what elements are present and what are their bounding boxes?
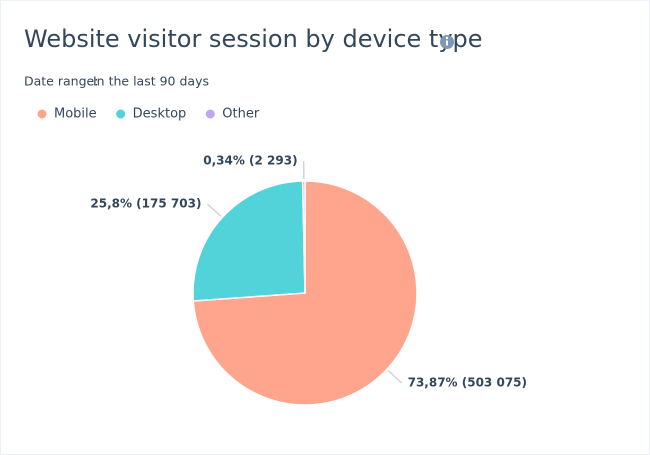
data-label: 0,34% (2 293)	[203, 154, 297, 168]
date-range: In the last 90 days	[93, 74, 209, 89]
pie-slice	[192, 180, 306, 302]
legend-label: Mobile	[54, 107, 97, 122]
data-label: 25,8% (175 703)	[90, 197, 201, 211]
legend-marker	[116, 109, 126, 119]
date-range-label: Date range:	[24, 74, 98, 89]
chart-title: Website visitor session by device type	[24, 25, 483, 53]
legend-label: Other	[222, 107, 260, 122]
leader-line	[387, 370, 403, 384]
legend-marker	[37, 109, 47, 119]
legend-label: Desktop	[133, 107, 187, 122]
data-label: 73,87% (503 075)	[408, 375, 527, 389]
pie-slice	[301, 180, 306, 294]
leader-line	[206, 203, 222, 217]
legend-marker	[205, 109, 215, 119]
info-icon[interactable]	[440, 35, 454, 49]
